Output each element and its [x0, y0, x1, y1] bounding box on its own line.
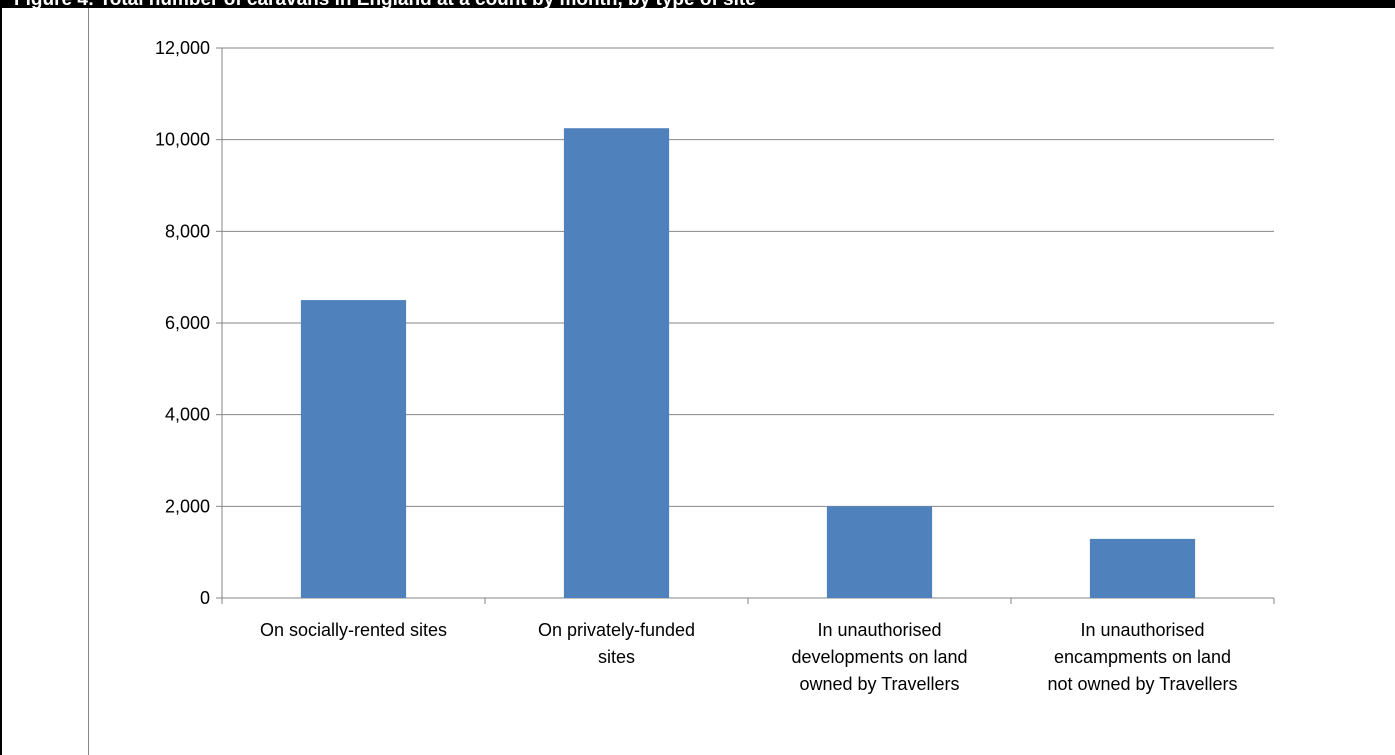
y-tick-label: 4,000	[165, 405, 210, 425]
x-category-label: sites	[598, 647, 635, 667]
x-category-label: developments on land	[791, 647, 967, 667]
y-tick-label: 6,000	[165, 313, 210, 333]
y-tick-label: 0	[200, 588, 210, 608]
bar	[826, 506, 933, 598]
x-category-label: not owned by Travellers	[1047, 674, 1237, 694]
figure-title-bar: Figure 4: Total number of caravans in En…	[0, 0, 1395, 8]
bar-chart: 0 2,000 4,000 6,000 8,000 10,000 12,000 On soci…	[155, 38, 1275, 694]
figure-title: Figure 4: Total number of caravans in En…	[14, 0, 756, 8]
y-tick-label: 8,000	[165, 221, 210, 241]
left-border	[0, 0, 2, 755]
y-tick-label: 2,000	[165, 496, 210, 516]
bar	[300, 300, 407, 598]
x-category-label: On privately-funded	[538, 620, 695, 640]
x-category-label: On socially-rented sites	[260, 620, 447, 640]
x-category-label: In unauthorised	[1080, 620, 1204, 640]
bar	[1089, 538, 1196, 598]
bar	[563, 128, 670, 598]
x-category-label: In unauthorised	[817, 620, 941, 640]
x-category-label: owned by Travellers	[799, 674, 959, 694]
y-tick-label: 10,000	[155, 130, 210, 150]
y-tick-label: 12,000	[155, 38, 210, 58]
x-category-label: encampments on land	[1054, 647, 1231, 667]
chart-frame: 0 2,000 4,000 6,000 8,000 10,000 12,000 On soci…	[88, 8, 1395, 755]
